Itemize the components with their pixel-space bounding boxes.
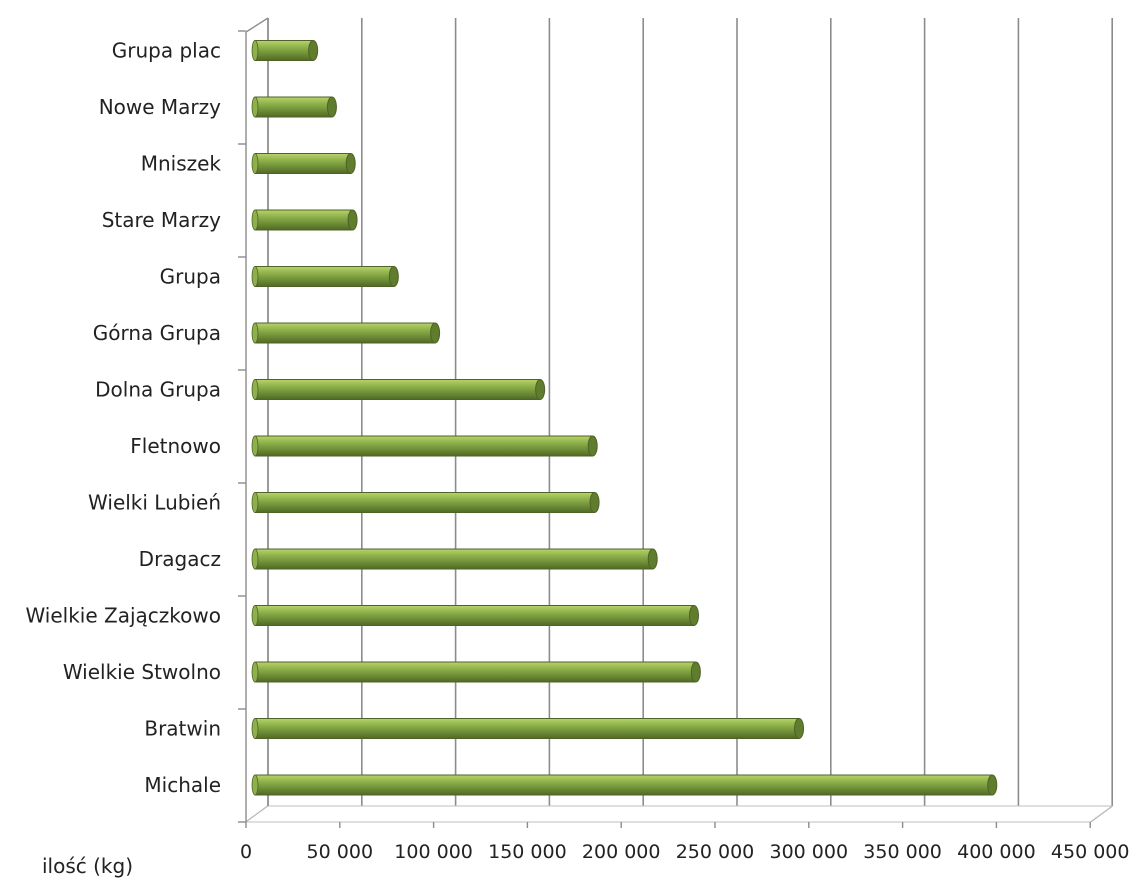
bar-start-cap <box>251 774 259 796</box>
bar-end-cap <box>308 40 319 61</box>
bar-start-cap <box>251 605 259 626</box>
bar-end-cap <box>587 435 598 457</box>
x-tick-label: 0 <box>240 841 252 863</box>
category-label: Michale <box>144 773 221 797</box>
category-label: Dragacz <box>139 547 221 571</box>
bar-end-cap <box>688 605 699 626</box>
bar <box>251 40 319 61</box>
bar-end-cap <box>535 379 546 400</box>
bar-start-cap <box>251 435 259 457</box>
bar-body <box>254 322 436 344</box>
category-label: Wielkie Stwolno <box>63 660 221 684</box>
x-tick-label: 50 000 <box>307 841 373 863</box>
bar-end-cap <box>647 548 658 570</box>
x-tick-label: 300 000 <box>770 841 849 863</box>
bar-body <box>254 492 596 513</box>
x-tick-label: 250 000 <box>676 841 755 863</box>
bars <box>251 40 998 796</box>
bar-start-cap <box>251 266 259 287</box>
bar-end-cap <box>987 774 998 796</box>
bar-start-cap <box>251 379 259 400</box>
bar-start-cap <box>251 209 259 231</box>
x-tick-label: 400 000 <box>957 841 1036 863</box>
bar <box>251 605 699 626</box>
x-tick-label: 200 000 <box>582 841 661 863</box>
bar-start-cap <box>251 322 259 344</box>
bar-body <box>254 266 395 287</box>
bar <box>251 718 805 739</box>
bar-start-cap <box>251 153 259 174</box>
y-axis-top-edge <box>245 17 269 33</box>
labels: 0 50 000 100 000 150 000 200 000 250 000 300 0… <box>25 39 1129 864</box>
bar-body <box>254 605 695 626</box>
bar-end-cap <box>589 492 600 513</box>
bar-body <box>254 548 654 570</box>
bar <box>251 153 356 174</box>
bar <box>251 661 701 683</box>
bar-body <box>254 379 541 400</box>
bar <box>251 322 441 344</box>
bar-end-cap <box>794 718 805 739</box>
bar-body <box>254 661 697 683</box>
bar-body <box>254 153 352 174</box>
gridlines <box>245 18 1113 823</box>
bar-end-cap <box>430 322 441 344</box>
bar-body <box>254 718 800 739</box>
axes <box>238 17 1114 828</box>
bar-start-cap <box>251 718 259 739</box>
bar <box>251 209 358 231</box>
category-label: Fletnowo <box>130 434 221 458</box>
bar-end-cap <box>347 209 358 231</box>
category-label: Dolna Grupa <box>95 378 221 402</box>
bar-body <box>254 209 354 231</box>
chart-floor <box>244 805 1114 823</box>
bar-end-cap <box>388 266 399 287</box>
bar-end-cap <box>345 153 356 174</box>
bar <box>251 96 337 118</box>
x-tick-label: 100 000 <box>394 841 473 863</box>
x-tick-label: 150 000 <box>488 841 567 863</box>
bar-end-cap <box>690 661 701 683</box>
x-tick-label: 350 000 <box>863 841 942 863</box>
bar-start-cap <box>251 661 259 683</box>
category-label: Bratwin <box>144 717 221 741</box>
bar <box>251 266 399 287</box>
bar <box>251 774 998 796</box>
bar-body <box>254 40 314 61</box>
bar-start-cap <box>251 40 259 61</box>
category-label: Grupa plac <box>112 39 221 63</box>
bar-end-cap <box>326 96 337 118</box>
bar <box>251 379 546 400</box>
bar <box>251 492 600 513</box>
bar-start-cap <box>251 96 259 118</box>
bar <box>251 435 598 457</box>
bar-body <box>254 96 333 118</box>
category-label: Wielki Lubień <box>88 491 221 515</box>
category-label: Nowe Marzy <box>99 95 221 119</box>
category-label: Wielkie Zajączkowo <box>25 604 221 628</box>
bar-body <box>254 774 993 796</box>
category-label: Górna Grupa <box>93 321 221 345</box>
bar-start-cap <box>251 548 259 570</box>
x-tick-label: 450 000 <box>1051 841 1130 863</box>
x-axis-title: ilość (kg) <box>42 854 133 878</box>
bar <box>251 548 658 570</box>
bar-body <box>254 435 594 457</box>
category-label: Mniszek <box>141 152 222 176</box>
category-label: Grupa <box>160 265 221 289</box>
bar-start-cap <box>251 492 259 513</box>
category-label: Stare Marzy <box>102 208 221 232</box>
